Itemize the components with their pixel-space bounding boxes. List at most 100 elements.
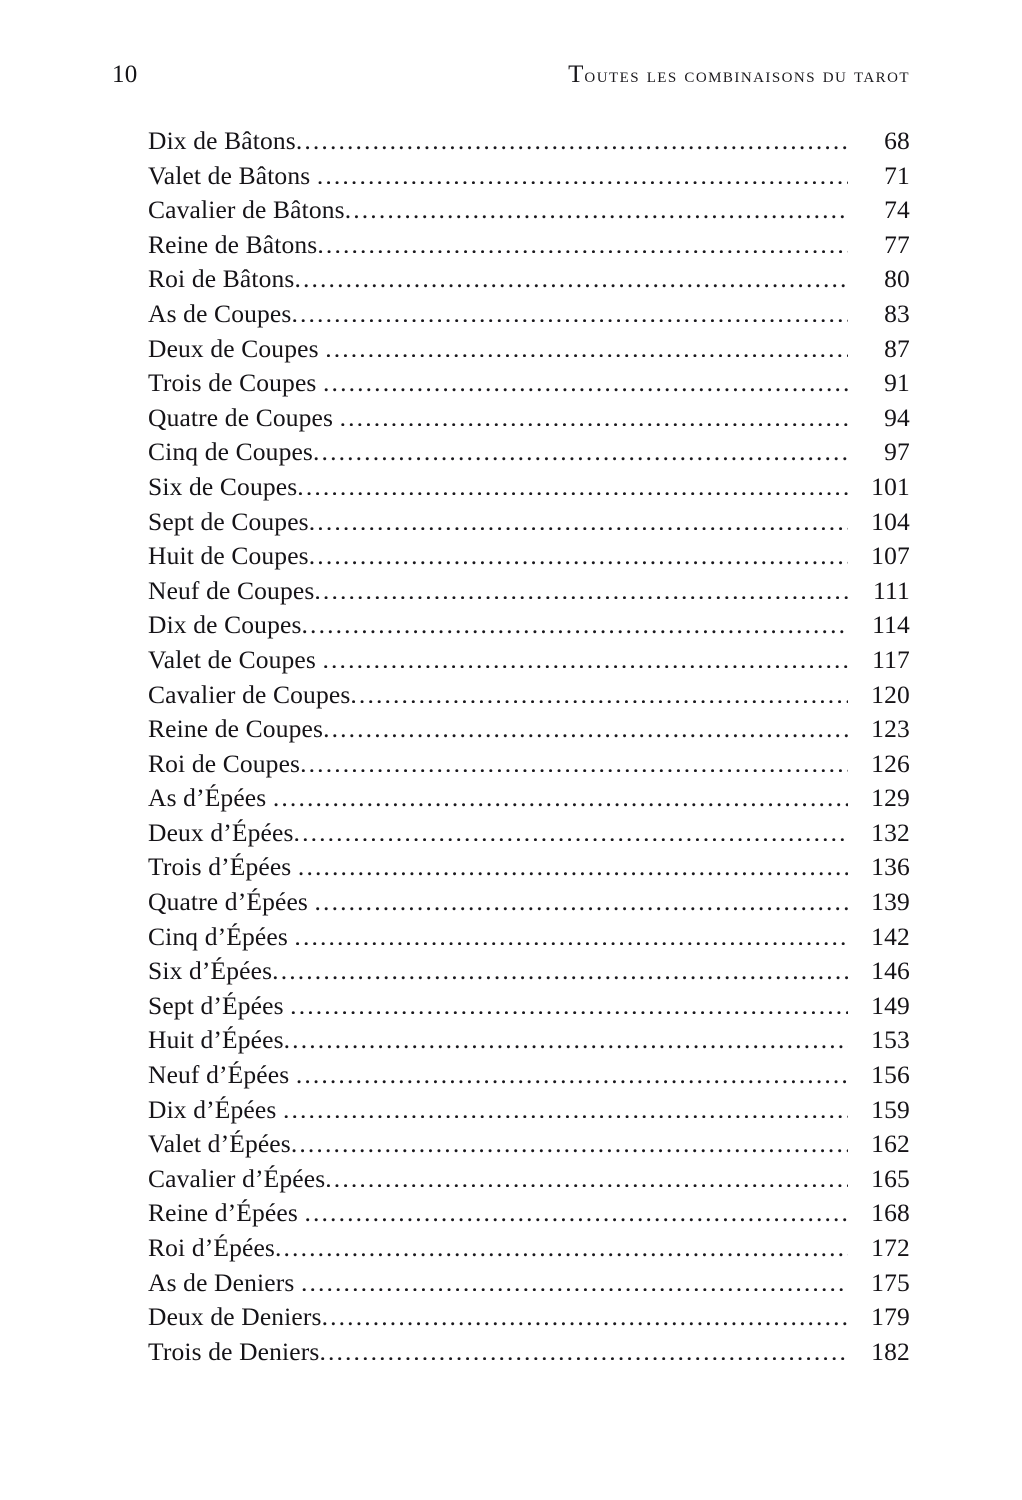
toc-entry[interactable]: Trois de Coupes 91 [148, 366, 910, 401]
toc-entry-title: Sept de Coupes [148, 506, 309, 536]
toc-entry[interactable]: Roi de Coupes 126 [148, 747, 910, 782]
toc-dot-leader [300, 747, 848, 773]
toc-entry-title: Trois de Deniers [148, 1336, 320, 1366]
toc-dot-leader [322, 1300, 848, 1326]
toc-entry-title: Neuf de Coupes [148, 575, 315, 605]
toc-dot-leader [309, 539, 848, 565]
toc-entry[interactable]: Huit d’Épées 153 [148, 1023, 910, 1058]
toc-entry[interactable]: Neuf d’Épées 156 [148, 1058, 910, 1093]
toc-entry-page-number: 162 [871, 1129, 910, 1159]
toc-entry-title: Valet de Coupes [148, 644, 323, 674]
toc-entry-title: Dix d’Épées [148, 1094, 283, 1124]
toc-entry[interactable]: Dix de Coupes 114 [148, 608, 910, 643]
toc-entry-page-number: 104 [871, 506, 910, 536]
toc-entry[interactable]: Deux de Coupes 87 [148, 332, 910, 367]
running-head: 10 Toutes les combinaisons du tarot [112, 62, 910, 92]
toc-entry-page-number: 142 [871, 921, 910, 951]
toc-entry[interactable]: Sept de Coupes 104 [148, 505, 910, 540]
toc-entry-title: As de Coupes [148, 298, 292, 328]
toc-entry-page-number: 123 [871, 714, 910, 744]
toc-entry[interactable]: As d’Épées 129 [148, 781, 910, 816]
toc-entry[interactable]: Cinq de Coupes 97 [148, 435, 910, 470]
toc-entry[interactable]: Quatre de Coupes 94 [148, 401, 910, 436]
toc-entry[interactable]: Sept d’Épées 149 [148, 989, 910, 1024]
toc-entry[interactable]: Roi d’Épées 172 [148, 1231, 910, 1266]
toc-entry-title: Cavalier d’Épées [148, 1163, 326, 1193]
toc-entry-title: Roi de Bâtons [148, 264, 295, 294]
toc-entry-title: Neuf d’Épées [148, 1060, 296, 1090]
toc-entry[interactable]: Dix d’Épées 159 [148, 1093, 910, 1128]
toc-entry-title: As d’Épées [148, 783, 273, 813]
toc-dot-leader [291, 1127, 848, 1153]
toc-entry-title: Six d’Épées [148, 956, 273, 986]
toc-entry[interactable]: Roi de Bâtons 80 [148, 262, 910, 297]
toc-dot-leader [272, 954, 848, 980]
toc-dot-leader [323, 366, 848, 392]
toc-entry[interactable]: Six d’Épées 146 [148, 954, 910, 989]
toc-entry-title: Quatre d’Épées [148, 887, 315, 917]
toc-entry-title: Deux de Coupes [148, 333, 326, 363]
toc-entry[interactable]: Cavalier de Coupes 120 [148, 678, 910, 713]
toc-entry-title: Valet d’Épées [148, 1129, 291, 1159]
toc-entry[interactable]: As de Coupes 83 [148, 297, 910, 332]
toc-dot-leader [319, 1335, 848, 1361]
toc-dot-leader [317, 159, 848, 185]
toc-entry-page-number: 77 [884, 229, 910, 259]
toc-entry[interactable]: Cavalier d’Épées 165 [148, 1162, 910, 1197]
toc-entry-title: Reine de Coupes [148, 714, 324, 744]
toc-entry-page-number: 120 [871, 679, 910, 709]
toc-entry[interactable]: Trois de Deniers 182 [148, 1335, 910, 1370]
toc-dot-leader [273, 781, 848, 807]
toc-entry-page-number: 172 [871, 1233, 910, 1262]
toc-dot-leader [291, 297, 848, 323]
toc-entry[interactable]: Neuf de Coupes 111 [148, 574, 910, 609]
table-of-contents: Dix de Bâtons68Valet de Bâtons 71Cavalie… [148, 124, 910, 1369]
toc-entry-title: Roi de Coupes [148, 748, 301, 778]
toc-entry[interactable]: Reine de Coupes 123 [148, 712, 910, 747]
toc-entry[interactable]: Valet d’Épées 162 [148, 1127, 910, 1162]
toc-entry-title: Dix de Bâtons [148, 126, 296, 155]
toc-dot-leader [302, 608, 848, 634]
toc-entry[interactable]: Huit de Coupes 107 [148, 539, 910, 574]
toc-dot-leader [284, 1023, 848, 1049]
toc-entry[interactable]: Deux d’Épées 132 [148, 816, 910, 851]
toc-entry-title: Reine de Bâtons [148, 229, 318, 259]
toc-entry[interactable]: As de Deniers 175 [148, 1266, 910, 1301]
toc-entry-page-number: 159 [871, 1094, 910, 1124]
toc-entry[interactable]: Reine d’Épées 168 [148, 1196, 910, 1231]
toc-dot-leader [283, 1093, 848, 1119]
toc-entry-page-number: 126 [871, 748, 910, 778]
toc-entry[interactable]: Six de Coupes 101 [148, 470, 910, 505]
toc-entry-page-number: 87 [884, 333, 910, 363]
toc-dot-leader [297, 470, 848, 496]
toc-entry-page-number: 179 [871, 1302, 910, 1332]
toc-entry-page-number: 101 [871, 471, 910, 501]
toc-entry[interactable]: Trois d’Épées 136 [148, 850, 910, 885]
toc-dot-leader [294, 816, 848, 842]
toc-dot-leader [275, 1231, 848, 1257]
toc-entry-title: As de Deniers [148, 1267, 301, 1297]
toc-dot-leader [314, 574, 848, 600]
toc-entry-page-number: 107 [871, 541, 910, 571]
toc-entry-page-number: 136 [871, 852, 910, 882]
toc-entry[interactable]: Deux de Deniers 179 [148, 1300, 910, 1335]
toc-entry[interactable]: Valet de Coupes 117 [148, 643, 910, 678]
toc-entry-title: Dix de Coupes [148, 610, 302, 640]
toc-entry[interactable]: Quatre d’Épées 139 [148, 885, 910, 920]
toc-entry-page-number: 91 [884, 368, 910, 398]
toc-dot-leader [296, 1058, 848, 1084]
toc-dot-leader [309, 505, 848, 531]
toc-dot-leader [350, 678, 848, 704]
toc-dot-leader [313, 435, 848, 461]
toc-entry[interactable]: Valet de Bâtons 71 [148, 159, 910, 194]
toc-entry[interactable]: Reine de Bâtons 77 [148, 228, 910, 263]
toc-dot-leader [296, 124, 848, 150]
toc-entry-title: Trois de Coupes [148, 368, 324, 398]
toc-entry[interactable]: Cavalier de Bâtons 74 [148, 193, 910, 228]
toc-entry-page-number: 149 [871, 990, 910, 1020]
toc-dot-leader [304, 1196, 848, 1222]
page-folio-number: 10 [112, 61, 138, 88]
toc-entry[interactable]: Cinq d’Épées 142 [148, 920, 910, 955]
toc-entry[interactable]: Dix de Bâtons 68 [148, 124, 910, 159]
